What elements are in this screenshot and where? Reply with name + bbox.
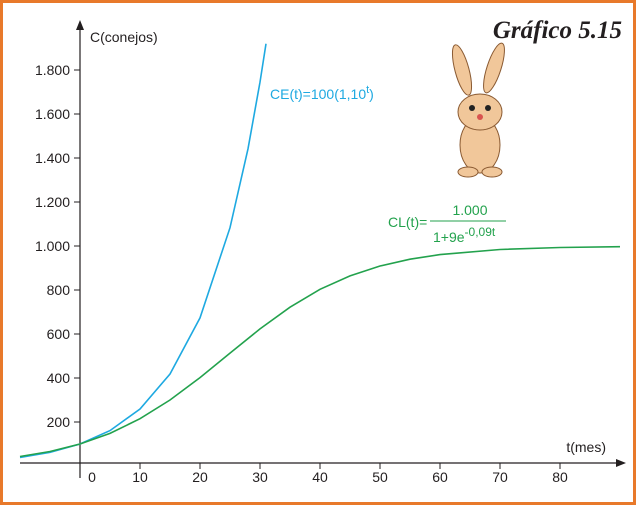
y-tick-label: 1.400 bbox=[35, 150, 70, 166]
x-tick-label: 40 bbox=[312, 469, 328, 485]
formula-text: CE(t)=100(1,10 bbox=[270, 86, 366, 102]
y-tick-label: 1.800 bbox=[35, 62, 70, 78]
x-tick-label: 30 bbox=[252, 469, 268, 485]
x-tick-label: 0 bbox=[88, 469, 96, 485]
formula-ce: CE(t)=100(1,10t) bbox=[270, 84, 374, 102]
x-axis-arrow bbox=[616, 459, 626, 467]
formula-num: 1.000 bbox=[452, 202, 487, 218]
formula-sup: -0,09t bbox=[465, 225, 496, 239]
formula-text: ) bbox=[369, 86, 374, 102]
formula-text: 1+9e bbox=[433, 229, 465, 245]
y-tick-label: 400 bbox=[47, 370, 71, 386]
x-tick-label: 70 bbox=[492, 469, 508, 485]
x-axis-label: t(mes) bbox=[566, 439, 606, 455]
y-tick-label: 1.000 bbox=[35, 238, 70, 254]
chart-title: Gráfico 5.15 bbox=[493, 17, 622, 44]
y-tick-label: 200 bbox=[47, 414, 71, 430]
x-tick-label: 10 bbox=[132, 469, 148, 485]
x-tick-label: 20 bbox=[192, 469, 208, 485]
y-axis-arrow bbox=[76, 20, 84, 30]
y-tick-label: 1.600 bbox=[35, 106, 70, 122]
formula-cl: CL(t)= bbox=[388, 214, 427, 230]
formula-sup: t bbox=[366, 84, 369, 96]
y-tick-label: 800 bbox=[47, 282, 71, 298]
y-tick-label: 600 bbox=[47, 326, 71, 342]
y-axis-label: C(conejos) bbox=[90, 29, 158, 45]
rabbit-illustration bbox=[451, 42, 505, 178]
x-tick-label: 50 bbox=[372, 469, 388, 485]
y-tick-label: 1.200 bbox=[35, 194, 70, 210]
x-tick-label: 80 bbox=[552, 469, 568, 485]
x-tick-label: 60 bbox=[432, 469, 448, 485]
formula-den: 1+9e-0,09t bbox=[433, 225, 496, 245]
line-series bbox=[19, 245, 621, 458]
